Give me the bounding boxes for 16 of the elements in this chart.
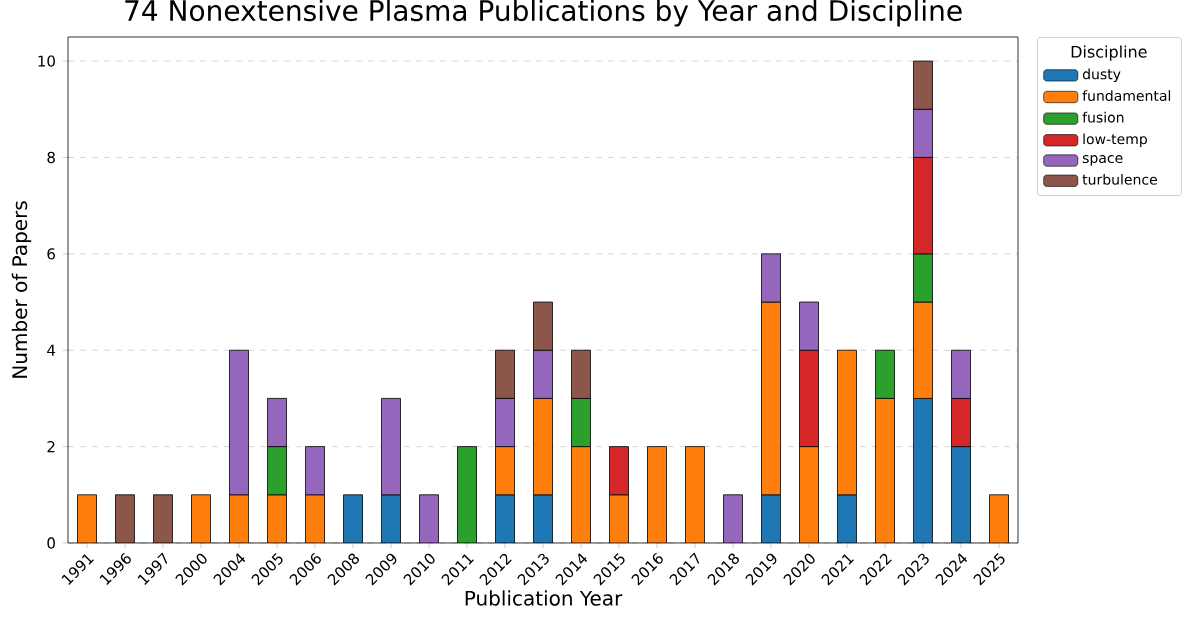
chart-title: 74 Nonextensive Plasma Publications by Year and Discipline [125,0,962,27]
legend-label: low-temp [1083,133,1147,148]
y-tick-label: 0 [47,537,55,549]
legend-label: fundamental [1082,90,1171,102]
legend-label: fusion [1082,111,1124,123]
legend-label: space [1082,155,1123,166]
legend-title: Discipline [1071,45,1147,61]
y-axis-title: Number of Papers [11,201,32,378]
y-tick-label: 6 [47,248,55,260]
legend-label: turbulence [1082,173,1157,185]
y-tick-label: 8 [47,151,55,164]
x-axis-title: Publication Year [465,590,623,606]
legend-label: dusty [1082,68,1121,83]
y-tick-label: 10 [38,55,55,67]
y-tick-label: 4 [47,344,56,356]
y-tick-label: 2 [47,441,55,453]
